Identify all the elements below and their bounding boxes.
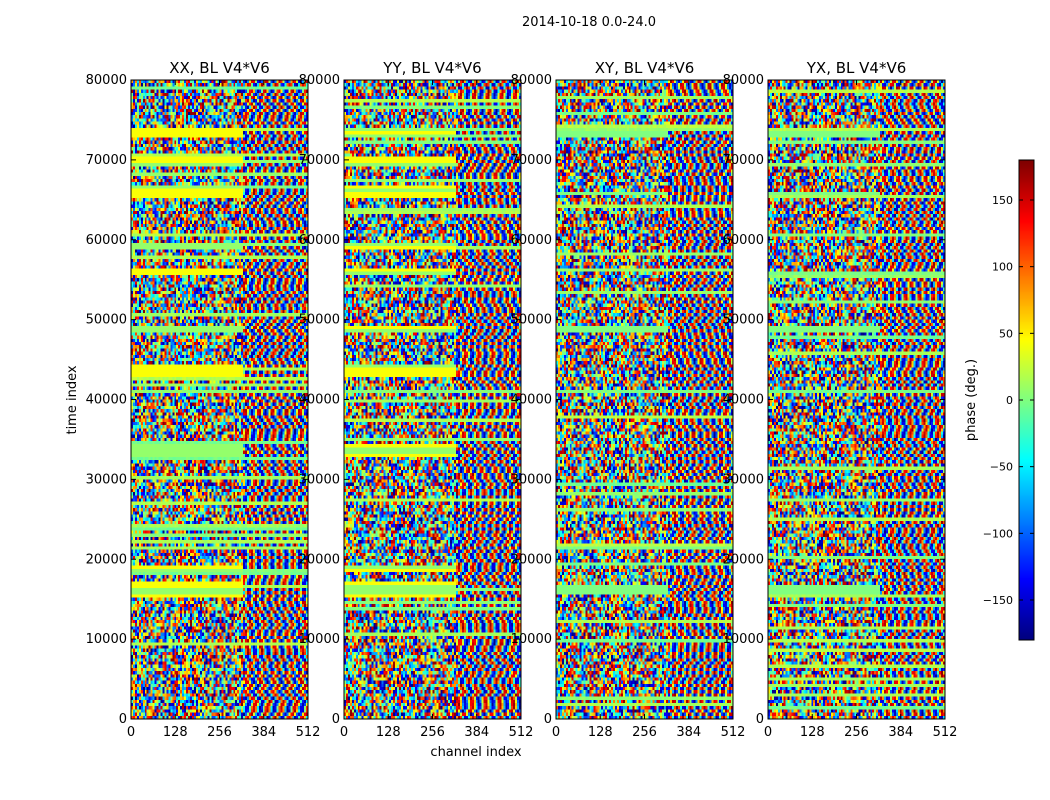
x-tick-label: 512 — [721, 725, 746, 740]
heatmap-image — [344, 80, 521, 719]
x-tick-label: 384 — [888, 725, 913, 740]
x-tick-label: 0 — [340, 725, 348, 740]
panel-4: YX, BL V4*V6 0 128 256 384 512 0 10000 20000 3000… — [723, 59, 958, 740]
y-tick-label: 0 — [544, 712, 552, 727]
colorbar-tick-label: −100 — [983, 527, 1013, 540]
y-tick-label: 20000 — [299, 552, 340, 567]
y-tick-label: 70000 — [511, 153, 552, 168]
x-tick-label: 384 — [251, 725, 276, 740]
heatmap-image — [131, 80, 308, 719]
y-tick-label: 50000 — [511, 313, 552, 328]
colorbar-tick-label: 150 — [992, 194, 1013, 207]
x-tick-label: 256 — [420, 725, 445, 740]
y-tick-label: 60000 — [723, 233, 764, 248]
y-tick-label: 80000 — [86, 73, 127, 88]
panel-title: XY, BL V4*V6 — [595, 59, 695, 77]
colorbar: 150 100 50 0 −50 −100 −150 — [983, 159, 1035, 641]
colorbar-tick-label: 0 — [1006, 394, 1013, 407]
y-tick-label: 40000 — [511, 393, 552, 408]
y-tick-label: 80000 — [511, 73, 552, 88]
y-tick-label: 30000 — [86, 472, 127, 487]
y-axis-label: time index — [65, 365, 80, 434]
x-tick-label: 256 — [207, 725, 232, 740]
heatmap-image — [768, 80, 945, 719]
colorbar-tick-label: −50 — [990, 461, 1013, 474]
x-tick-label: 384 — [676, 725, 701, 740]
heatmap-image — [556, 80, 733, 719]
x-axis-label: channel index — [430, 745, 521, 760]
y-tick-label: 60000 — [86, 233, 127, 248]
x-tick-label: 128 — [163, 725, 188, 740]
colorbar-label: phase (deg.) — [964, 359, 979, 441]
y-tick-label: 10000 — [723, 632, 764, 647]
y-tick-label: 40000 — [723, 393, 764, 408]
x-tick-label: 128 — [800, 725, 825, 740]
x-tick-label: 512 — [933, 725, 958, 740]
colorbar-tick-label: 50 — [999, 327, 1013, 340]
panel-title: YX, BL V4*V6 — [806, 59, 907, 77]
y-tick-label: 40000 — [86, 393, 127, 408]
colorbar-tick-label: 100 — [992, 261, 1013, 274]
x-tick-label: 256 — [844, 725, 869, 740]
y-tick-label: 0 — [756, 712, 764, 727]
panel-2: YY, BL V4*V6 0 128 256 384 512 0 10000 20000 3000… — [299, 59, 534, 740]
panels: XX, BL V4*V6 0 128 256 384 512 0 10000 20000 3000… — [86, 59, 958, 740]
y-tick-label: 50000 — [86, 313, 127, 328]
x-tick-label: 256 — [632, 725, 657, 740]
y-tick-label: 50000 — [723, 313, 764, 328]
y-tick-label: 10000 — [511, 632, 552, 647]
y-tick-label: 60000 — [511, 233, 552, 248]
x-tick-label: 128 — [376, 725, 401, 740]
y-tick-label: 60000 — [299, 233, 340, 248]
panel-title: YY, BL V4*V6 — [382, 59, 481, 77]
y-tick-label: 10000 — [86, 632, 127, 647]
x-tick-label: 0 — [127, 725, 135, 740]
y-tick-label: 50000 — [299, 313, 340, 328]
y-tick-label: 70000 — [299, 153, 340, 168]
y-tick-label: 20000 — [86, 552, 127, 567]
y-tick-label: 30000 — [723, 472, 764, 487]
y-tick-label: 10000 — [299, 632, 340, 647]
x-tick-label: 128 — [588, 725, 613, 740]
y-tick-label: 80000 — [723, 73, 764, 88]
y-tick-label: 0 — [332, 712, 340, 727]
y-tick-label: 20000 — [511, 552, 552, 567]
x-tick-label: 512 — [296, 725, 321, 740]
x-tick-label: 0 — [764, 725, 772, 740]
y-tick-label: 30000 — [299, 472, 340, 487]
panel-3: XY, BL V4*V6 0 128 256 384 512 0 10000 20000 3000… — [511, 59, 746, 740]
x-tick-label: 512 — [509, 725, 534, 740]
y-tick-label: 0 — [119, 712, 127, 727]
figure-suptitle: 2014-10-18 0.0-24.0 — [522, 15, 656, 30]
y-tick-label: 30000 — [511, 472, 552, 487]
panel-1: XX, BL V4*V6 0 128 256 384 512 0 10000 20000 3000… — [86, 59, 321, 740]
y-tick-label: 20000 — [723, 552, 764, 567]
y-tick-label: 40000 — [299, 393, 340, 408]
y-tick-label: 80000 — [299, 73, 340, 88]
x-tick-label: 384 — [464, 725, 489, 740]
colorbar-gradient — [1019, 160, 1034, 640]
x-tick-label: 0 — [552, 725, 560, 740]
colorbar-tick-label: −150 — [983, 594, 1013, 607]
y-tick-label: 70000 — [723, 153, 764, 168]
y-tick-label: 70000 — [86, 153, 127, 168]
panel-title: XX, BL V4*V6 — [169, 59, 270, 77]
